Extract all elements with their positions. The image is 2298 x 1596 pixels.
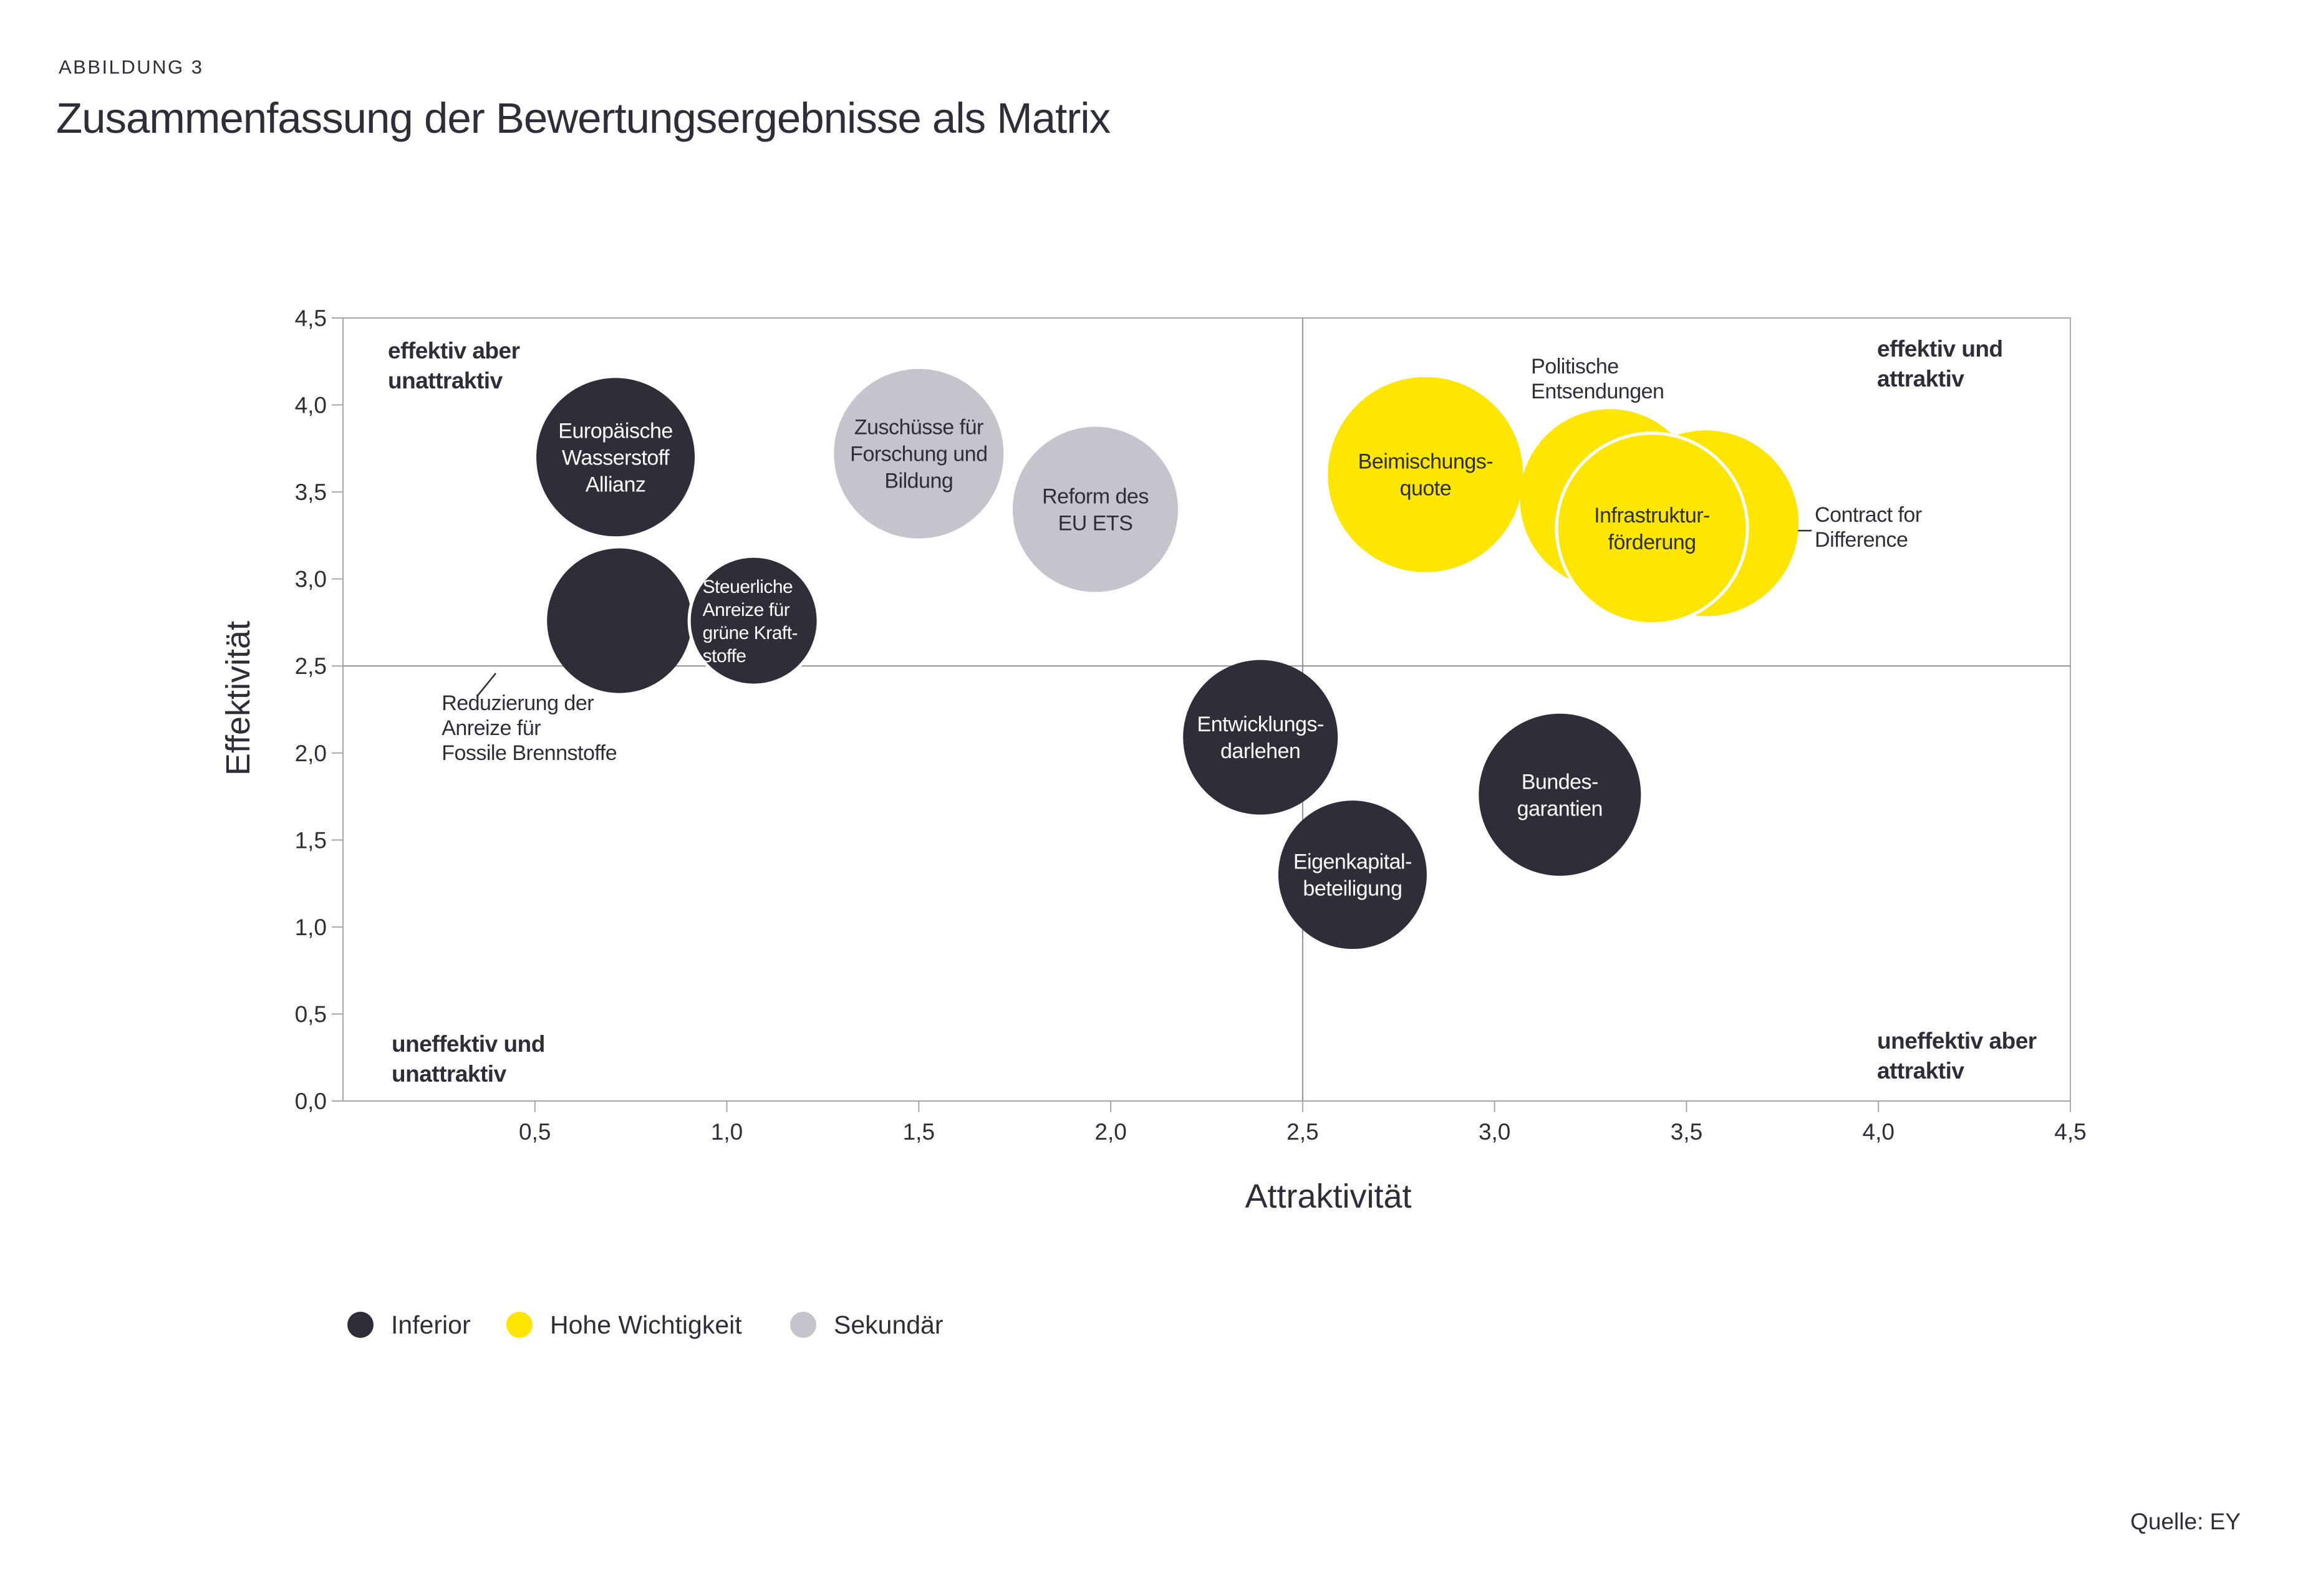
legend-label-sekundaer: Sekundär	[834, 1310, 944, 1339]
bubble-label-entwicklungsdarlehen: Entwicklungs-darlehen	[1197, 713, 1324, 763]
bubble-steuerliche-anreize	[687, 554, 820, 687]
annotation-reduzierung-anreize-label: Reduzierung der Anreize für Fossile Brenns…	[442, 691, 617, 765]
y-tick-label: 1,5	[295, 827, 327, 853]
y-tick-label: 3,0	[295, 567, 327, 592]
bubble-zuschuesse-forschung	[834, 368, 1004, 539]
quadrant-label-top-right: effektiv und attraktiv	[1877, 336, 2003, 392]
bubble-bundesgarantien	[1479, 713, 1641, 876]
legend-marker-sekundaer	[790, 1312, 816, 1338]
x-tick-label: 1,0	[711, 1119, 743, 1145]
bubble-label-eigenkapitalbeteiligung: Eigenkapital-beteiligung	[1293, 850, 1412, 901]
x-tick-label: 4,5	[2054, 1119, 2086, 1145]
bubble-label-bundesgarantien: Bundes-garantien	[1517, 770, 1603, 820]
y-tick-label: 2,0	[295, 741, 327, 766]
x-tick-label: 2,0	[1094, 1119, 1126, 1145]
legend-label-hohe_wichtigkeit: Hohe Wichtigkeit	[550, 1310, 742, 1339]
legend-item-sekundaer: Sekundär	[790, 1309, 944, 1340]
leader-line-reduzierung-anreize-label	[476, 673, 496, 697]
x-tick-label: 3,0	[1479, 1119, 1510, 1145]
x-tick-label: 4,0	[1863, 1119, 1895, 1145]
x-tick-label: 0,5	[519, 1119, 551, 1145]
y-tick-label: 4,0	[295, 393, 327, 418]
figure-title: Zusammenfassung der Bewertungsergebnisse…	[56, 94, 1111, 142]
quadrant-label-top-left: effektiv aber unattraktiv	[388, 338, 520, 393]
bubble-wasserstoff-allianz	[536, 378, 695, 537]
x-tick-label: 3,5	[1671, 1119, 1702, 1145]
figure-kicker: ABBILDUNG 3	[59, 56, 204, 78]
y-tick-label: 4,5	[295, 305, 327, 331]
bubble-reduzierung-anreize	[547, 548, 692, 693]
y-tick-label: 1,0	[295, 915, 327, 940]
bubble-infrastrukturfoerderung	[1555, 431, 1749, 626]
plot-border	[342, 317, 2071, 1102]
legend-label-inferior: Inferior	[391, 1310, 471, 1339]
y-tick-label: 0,0	[295, 1089, 327, 1114]
bubble-beimischungsquote	[1328, 377, 1523, 572]
y-tick-label: 3,5	[295, 479, 327, 505]
bubble-label-zuschuesse-forschung: Zuschüsse für Forschung und Bildung	[850, 416, 987, 493]
y-tick-label: 2,5	[295, 653, 327, 679]
y-tick-label: 0,5	[295, 1001, 327, 1027]
legend-item-inferior: Inferior	[347, 1309, 471, 1340]
x-tick-label: 1,5	[903, 1119, 935, 1145]
bubble-label-reform-eu-ets: Reform des EU ETS	[1042, 485, 1149, 536]
bubble-label-beimischungsquote: Beimischungs-quote	[1358, 450, 1493, 501]
annotation-politische-entsendungen-label: Politische Entsendungen	[1531, 355, 1664, 403]
quadrant-label-bottom-left: uneffektiv und unattraktiv	[392, 1031, 545, 1087]
x-tick-label: 2,5	[1287, 1119, 1318, 1145]
bubble-label-infrastrukturfoerderung: Infrastruktur-förderung	[1594, 504, 1710, 554]
bubble-label-wasserstoff-allianz: Europäische Wasserstoff Allianz	[558, 419, 673, 496]
source-note: Quelle: EY	[2130, 1509, 2241, 1534]
bubble-reform-eu-ets	[1012, 426, 1178, 592]
bubble-entwicklungsdarlehen	[1183, 660, 1338, 815]
annotation-contract-for-difference-label: Contract for Difference	[1815, 503, 1922, 552]
legend-marker-hohe_wichtigkeit	[506, 1312, 533, 1338]
legend-marker-inferior	[347, 1312, 374, 1338]
legend-item-hohe_wichtigkeit: Hohe Wichtigkeit	[506, 1309, 742, 1340]
x-axis-title: Attraktivität	[1245, 1178, 1412, 1215]
bubble-label-steuerliche-anreize: Steuerliche Anreize für grüne Kraft-stoffe	[703, 577, 798, 666]
bubble-eigenkapitalbeteiligung	[1278, 800, 1427, 949]
quadrant-label-bottom-right: uneffektiv aber attraktiv	[1877, 1028, 2037, 1084]
